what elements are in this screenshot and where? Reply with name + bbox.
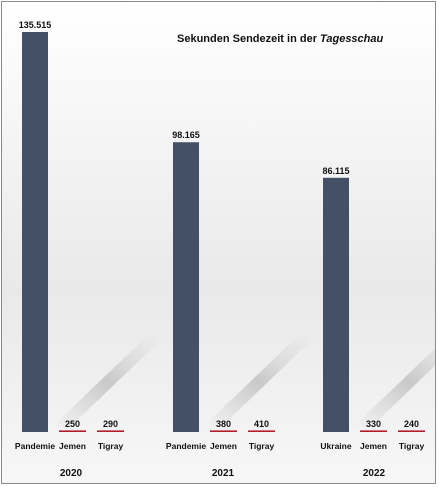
year-label-2021: 2021 <box>212 468 235 479</box>
category-label-2020-pandemie: Pandemie <box>15 441 55 451</box>
bar-2020-pandemie <box>22 32 48 432</box>
value-label-2021-jemen: 380 <box>216 419 231 429</box>
year-label-2022: 2022 <box>363 468 386 479</box>
category-label-2020-tigray: Tigray <box>98 441 124 451</box>
group-shadow-2021 <box>203 337 315 427</box>
value-label-2022-jemen: 330 <box>366 419 381 429</box>
bar-2021-pandemie <box>173 142 199 432</box>
bar-2020-tigray <box>97 430 124 432</box>
bar-2020-jemen <box>59 430 86 432</box>
bar-2022-tigray <box>398 430 425 432</box>
bar-chart: Sekunden Sendezeit in der Tagesschau 135… <box>15 20 435 479</box>
value-label-2021-tigray: 410 <box>254 419 269 429</box>
value-label-2020-tigray: 290 <box>103 419 118 429</box>
value-label-2022-tigray: 240 <box>404 419 419 429</box>
category-label-2020-jemen: Jemen <box>59 441 86 451</box>
bar-2022-jemen <box>360 430 387 432</box>
category-label-2022-ukraine: Ukraine <box>320 441 351 451</box>
value-label-2021-pandemie: 98.165 <box>172 130 200 140</box>
chart-marks: 135.515 Pandemie 250 Jemen 290 Tigray 2020 98.1… <box>15 20 435 479</box>
value-label-2020-jemen: 250 <box>65 419 80 429</box>
chart-title-main: Sekunden Sendezeit in der <box>177 33 318 45</box>
category-label-2021-jemen: Jemen <box>210 441 237 451</box>
value-label-2022-ukraine: 86.115 <box>322 166 349 176</box>
value-label-2020-pandemie: 135.515 <box>19 20 52 30</box>
category-label-2022-jemen: Jemen <box>360 441 387 451</box>
group-shadow-2020 <box>52 337 164 427</box>
category-label-2022-tigray: Tigray <box>399 441 425 451</box>
bar-2022-ukraine <box>323 177 349 432</box>
chart-title: Sekunden Sendezeit in der Tagesschau <box>177 33 384 45</box>
category-label-2021-pandemie: Pandemie <box>166 441 206 451</box>
bar-2021-jemen <box>210 430 237 432</box>
category-label-2021-tigray: Tigray <box>249 441 275 451</box>
bar-2021-tigray <box>248 430 275 432</box>
chart-title-italic: Tagesschau <box>320 33 383 45</box>
year-label-2020: 2020 <box>60 468 83 479</box>
group-shadow-2022 <box>353 348 435 427</box>
